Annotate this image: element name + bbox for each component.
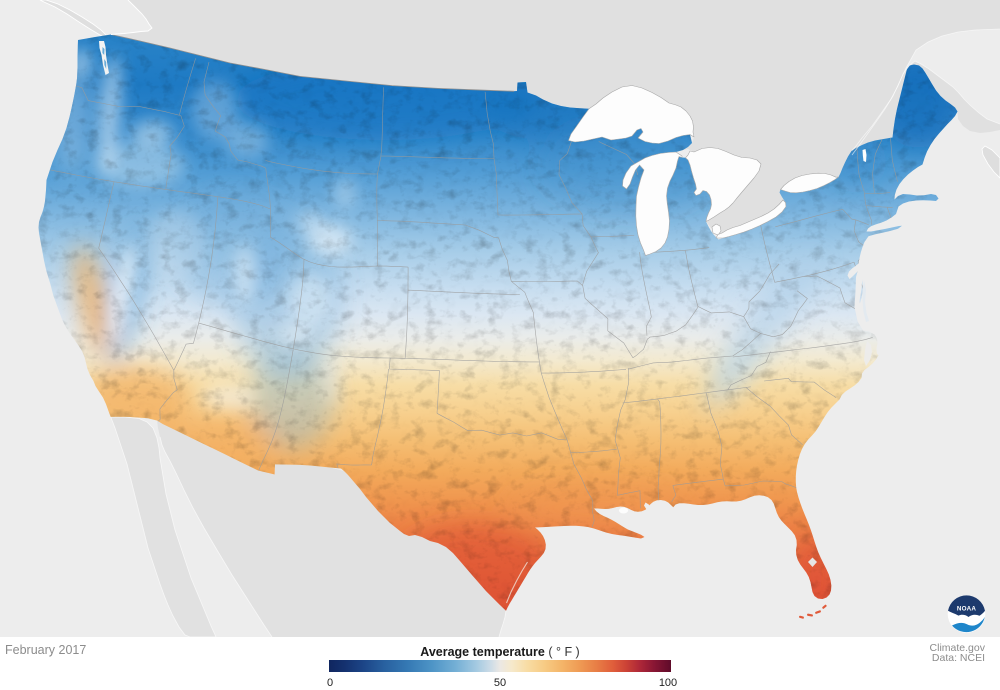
svg-text:Climate.gov: Climate.gov <box>930 642 986 654</box>
svg-text:Data: NCEI: Data: NCEI <box>932 652 985 664</box>
svg-text:0: 0 <box>327 677 333 689</box>
svg-text:Average temperature ( ° F ): Average temperature ( ° F ) <box>420 645 579 659</box>
svg-text:50: 50 <box>494 677 506 689</box>
svg-text:NOAA: NOAA <box>957 606 977 613</box>
svg-text:February 2017: February 2017 <box>5 643 86 657</box>
svg-text:100: 100 <box>659 677 677 689</box>
